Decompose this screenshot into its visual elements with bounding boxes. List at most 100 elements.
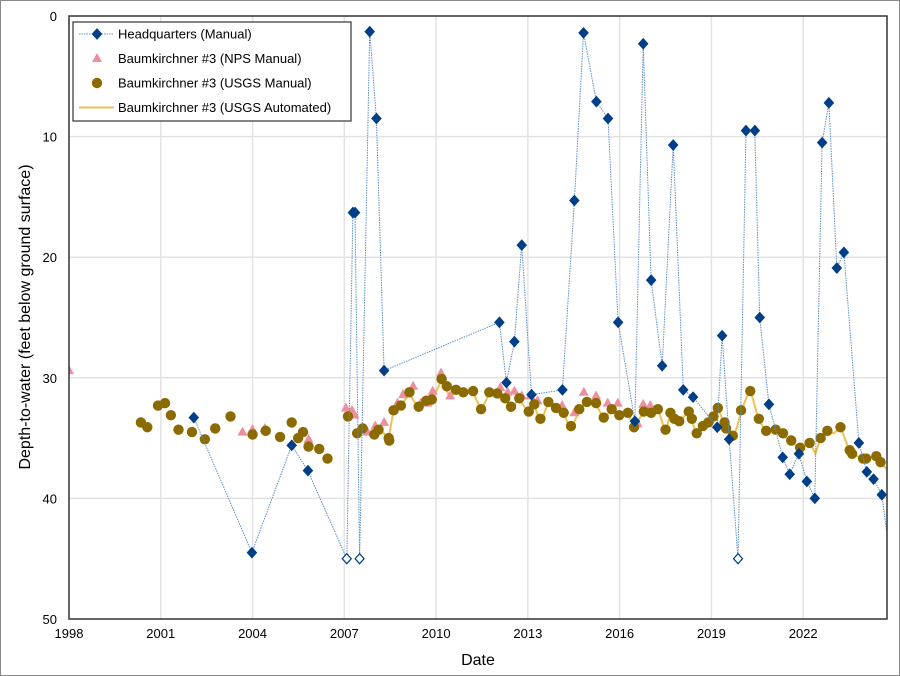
data-point <box>831 262 843 274</box>
data-point <box>652 403 664 415</box>
data-point <box>378 364 390 377</box>
data-point <box>875 457 886 468</box>
data-point <box>509 335 520 348</box>
data-point <box>753 413 765 425</box>
x-tick-label: 1998 <box>55 626 84 641</box>
data-point <box>475 403 487 415</box>
data-point <box>853 437 865 449</box>
y-tick-label: 0 <box>50 9 57 24</box>
legend-label: Baumkirchner #3 (NPS Manual) <box>118 51 302 66</box>
data-point <box>535 413 546 425</box>
data-point <box>237 426 248 436</box>
legend-box <box>72 21 352 122</box>
data-point <box>809 492 821 505</box>
data-point <box>638 398 649 408</box>
data-point <box>732 552 744 565</box>
data-point <box>274 431 286 443</box>
series-layer <box>69 25 887 572</box>
data-point <box>341 552 353 565</box>
data-point <box>494 316 505 329</box>
data-point <box>740 124 752 137</box>
data-point <box>303 441 314 452</box>
data-point <box>484 387 495 398</box>
data-point <box>516 239 528 252</box>
data-point <box>569 407 580 417</box>
data-point <box>413 401 424 412</box>
y-tick-label: 20 <box>43 250 57 265</box>
data-point <box>445 390 456 400</box>
data-point <box>69 365 74 375</box>
series-0 <box>188 25 887 572</box>
data-point <box>822 425 833 437</box>
data-point <box>314 443 325 455</box>
data-point <box>246 546 258 559</box>
data-point <box>384 435 395 446</box>
data-point <box>784 468 796 481</box>
data-point <box>286 417 297 428</box>
data-point <box>823 96 835 109</box>
data-point <box>754 311 766 324</box>
series-2 <box>135 373 886 468</box>
data-point <box>523 406 534 417</box>
data-point <box>590 397 602 409</box>
x-tick-label: 2004 <box>238 626 267 641</box>
legend-marker <box>91 28 103 40</box>
legend-label: Baumkirchner #3 (USGS Automated) <box>118 100 331 115</box>
series-line <box>193 31 887 559</box>
data-point <box>606 403 617 415</box>
data-point <box>247 429 258 440</box>
data-point <box>357 423 368 434</box>
data-point <box>629 415 641 428</box>
data-point <box>622 407 634 418</box>
y-tick-label: 50 <box>43 612 57 627</box>
x-tick-label: 2001 <box>146 626 175 641</box>
x-tick-label: 2010 <box>422 626 451 641</box>
data-point <box>674 416 685 427</box>
data-point <box>286 439 298 452</box>
data-point <box>458 387 469 398</box>
data-point <box>398 389 409 399</box>
data-point <box>505 401 517 412</box>
data-point <box>645 274 657 287</box>
data-point <box>371 112 382 125</box>
data-point <box>876 488 887 501</box>
data-point <box>846 448 858 459</box>
x-tick-label: 2016 <box>605 626 634 641</box>
data-point <box>260 425 271 437</box>
data-point <box>578 386 589 396</box>
y-tick-label: 10 <box>43 130 57 145</box>
data-point <box>427 385 438 395</box>
data-point <box>557 383 568 396</box>
data-point <box>591 390 602 400</box>
legend-marker <box>92 53 102 62</box>
data-point <box>838 246 850 259</box>
data-point <box>815 432 826 444</box>
data-point <box>373 424 384 435</box>
data-point <box>886 570 887 572</box>
tick-labels: 1998 2001 2004 2007 2010 2013 2016 2019 2022 0 10 2… <box>43 9 818 641</box>
data-point <box>614 409 625 421</box>
data-point <box>861 465 873 478</box>
data-point <box>388 405 399 416</box>
data-point <box>763 398 775 411</box>
data-point <box>550 402 562 414</box>
data-point <box>500 393 511 404</box>
x-tick-label: 2013 <box>513 626 542 641</box>
data-point <box>558 407 569 418</box>
data-point <box>501 376 512 389</box>
data-point <box>591 95 602 108</box>
legend-label: Headquarters (Manual) <box>118 27 252 42</box>
data-point <box>142 422 153 433</box>
data-point <box>543 396 554 408</box>
data-point <box>379 416 390 426</box>
data-point <box>354 552 365 565</box>
data-point <box>637 37 649 50</box>
data-point <box>395 400 407 411</box>
data-point <box>801 475 813 488</box>
x-tick-label: 2022 <box>789 626 818 641</box>
data-point <box>188 411 200 424</box>
data-point <box>529 399 540 410</box>
data-point <box>660 424 671 435</box>
plot-area <box>69 25 887 572</box>
data-point <box>581 396 593 408</box>
